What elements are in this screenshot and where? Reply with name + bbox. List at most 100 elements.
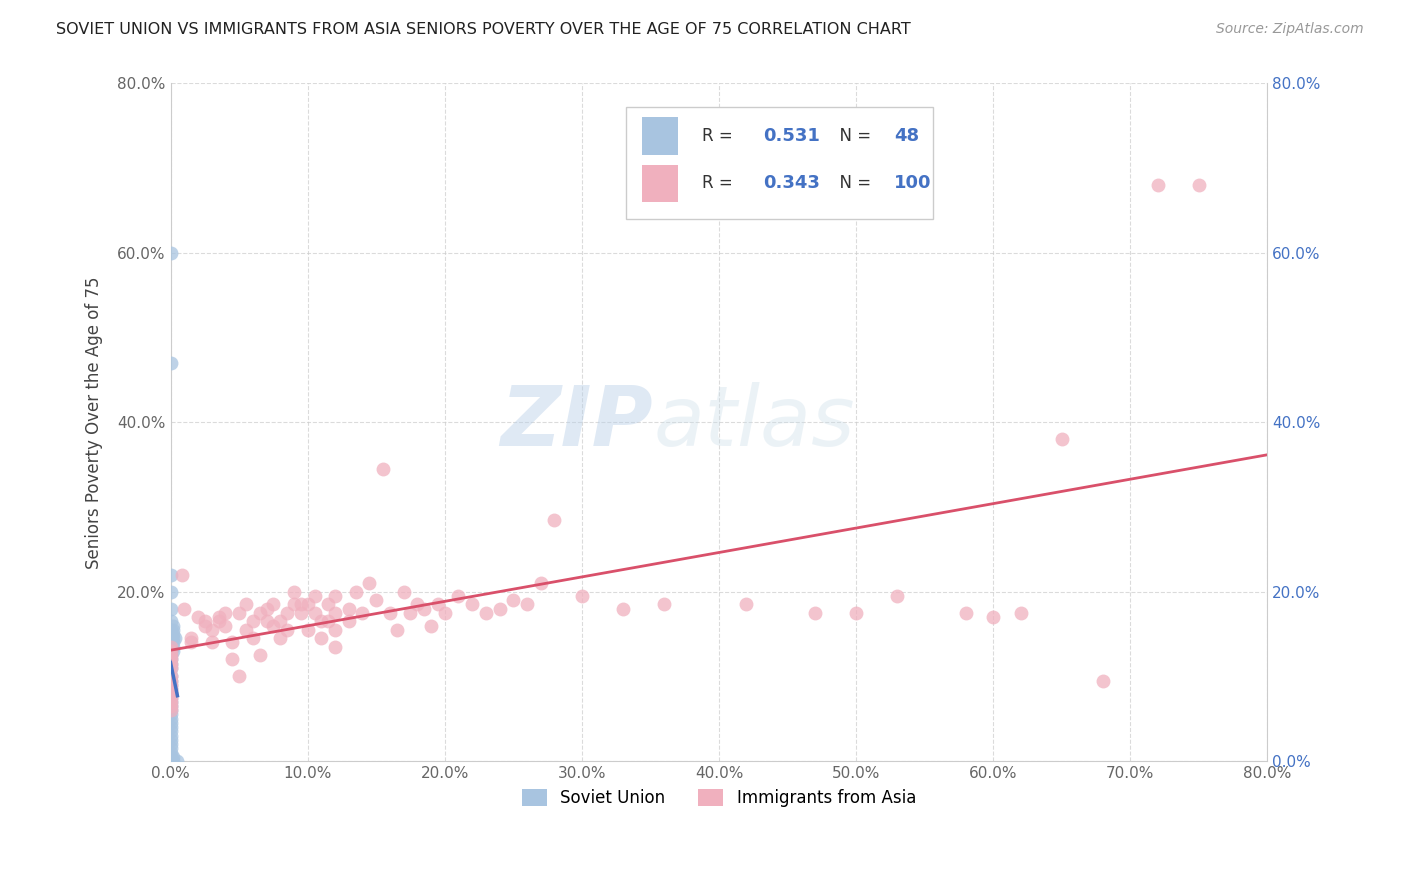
- Point: [290, 606, 312, 620]
- Point: [159, 715, 181, 730]
- Point: [159, 749, 181, 764]
- FancyBboxPatch shape: [626, 107, 932, 219]
- Point: [304, 606, 326, 620]
- Point: [159, 657, 181, 671]
- Text: ZIP: ZIP: [501, 382, 654, 463]
- Point: [159, 652, 181, 666]
- Point: [159, 686, 181, 700]
- Point: [316, 615, 339, 629]
- Point: [159, 661, 181, 675]
- Point: [159, 720, 181, 734]
- Point: [269, 615, 291, 629]
- Point: [162, 640, 184, 654]
- Text: atlas: atlas: [654, 382, 855, 463]
- Point: [228, 669, 250, 683]
- Point: [159, 712, 181, 726]
- Point: [159, 690, 181, 705]
- Point: [159, 648, 181, 663]
- Point: [845, 606, 868, 620]
- Point: [159, 652, 181, 666]
- Point: [612, 601, 634, 615]
- Point: [159, 644, 181, 658]
- Point: [201, 635, 224, 649]
- Point: [166, 754, 188, 768]
- Point: [269, 632, 291, 646]
- Point: [406, 598, 429, 612]
- Point: [159, 584, 181, 599]
- Point: [337, 615, 360, 629]
- Point: [214, 618, 236, 632]
- Point: [207, 615, 229, 629]
- Point: [735, 598, 758, 612]
- Point: [297, 623, 319, 637]
- Point: [214, 606, 236, 620]
- Point: [337, 601, 360, 615]
- Point: [173, 601, 195, 615]
- Point: [426, 598, 449, 612]
- Point: [159, 703, 181, 717]
- Point: [955, 606, 977, 620]
- Point: [159, 707, 181, 722]
- Point: [170, 567, 193, 582]
- Point: [359, 576, 381, 591]
- Point: [159, 673, 181, 688]
- Point: [159, 632, 181, 646]
- Point: [447, 589, 470, 603]
- Point: [413, 601, 436, 615]
- Point: [159, 669, 181, 683]
- Point: [311, 615, 333, 629]
- Point: [981, 610, 1004, 624]
- Text: R =: R =: [703, 127, 738, 145]
- Text: 0.343: 0.343: [763, 175, 820, 193]
- FancyBboxPatch shape: [643, 118, 678, 154]
- Point: [323, 606, 346, 620]
- Point: [194, 615, 217, 629]
- Point: [162, 623, 184, 637]
- FancyBboxPatch shape: [643, 165, 678, 202]
- Point: [159, 699, 181, 714]
- Point: [283, 584, 305, 599]
- Point: [804, 606, 827, 620]
- Point: [352, 606, 374, 620]
- Text: 100: 100: [894, 175, 932, 193]
- Point: [242, 632, 264, 646]
- Point: [311, 632, 333, 646]
- Point: [162, 627, 184, 641]
- Point: [1050, 432, 1073, 446]
- Point: [194, 618, 217, 632]
- Point: [323, 640, 346, 654]
- Point: [1091, 673, 1114, 688]
- Point: [159, 699, 181, 714]
- Point: [262, 618, 284, 632]
- Point: [201, 623, 224, 637]
- Point: [207, 610, 229, 624]
- Point: [221, 635, 243, 649]
- Point: [235, 598, 257, 612]
- Point: [283, 598, 305, 612]
- Point: [162, 644, 184, 658]
- Point: [159, 627, 181, 641]
- Text: 48: 48: [894, 127, 920, 145]
- Point: [516, 598, 538, 612]
- Point: [159, 669, 181, 683]
- Point: [228, 606, 250, 620]
- Point: [180, 632, 202, 646]
- Point: [371, 462, 394, 476]
- Point: [159, 601, 181, 615]
- Point: [652, 598, 675, 612]
- Point: [276, 606, 298, 620]
- Text: SOVIET UNION VS IMMIGRANTS FROM ASIA SENIORS POVERTY OVER THE AGE OF 75 CORRELAT: SOVIET UNION VS IMMIGRANTS FROM ASIA SEN…: [56, 22, 911, 37]
- Point: [249, 648, 271, 663]
- Point: [162, 635, 184, 649]
- Point: [256, 615, 278, 629]
- Point: [159, 657, 181, 671]
- Point: [159, 695, 181, 709]
- Point: [159, 741, 181, 756]
- Point: [290, 598, 312, 612]
- Point: [475, 606, 498, 620]
- Point: [159, 640, 181, 654]
- Text: 0.531: 0.531: [763, 127, 820, 145]
- Point: [1146, 178, 1168, 192]
- Point: [323, 589, 346, 603]
- Point: [886, 589, 908, 603]
